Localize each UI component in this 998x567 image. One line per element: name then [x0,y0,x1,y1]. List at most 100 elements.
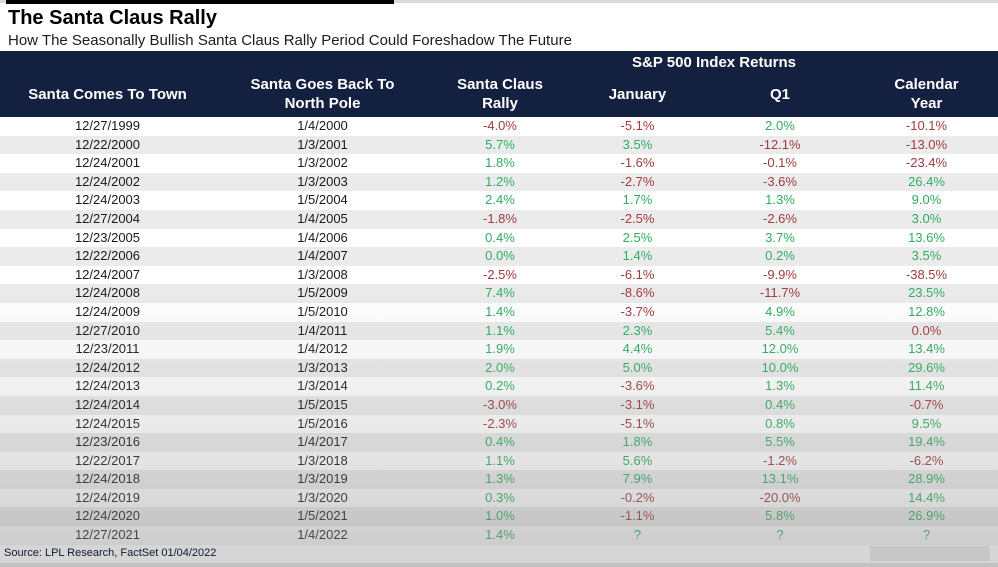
table-cell: 12/22/2006 [74,248,141,264]
column-header-santa-claus-rally: Santa Claus Rally [457,76,543,112]
table-cell: 28.9% [908,471,945,487]
table-cell: 9.0% [911,192,942,208]
table-cell: 1/4/2007 [297,248,348,264]
table-cell: -2.5% [483,266,517,282]
table-cell: 26.4% [908,173,945,189]
table-cell: 1/4/2005 [297,210,348,226]
table-cell: 0.2% [485,378,515,394]
group-header: S&P 500 Index Returns [632,54,796,71]
column-header-q1: Q1 [769,85,790,103]
table-cell: 4.4% [622,341,653,357]
table-cell: 3.7% [765,229,795,245]
table-cell: 12/24/2003 [74,192,141,208]
table-header: S&P 500 Index Returns Santa Comes To Tow… [0,51,998,117]
table-cell: 12/24/2002 [74,173,141,189]
table-cell: 12/23/2005 [74,229,141,245]
table-cell: 12/22/2017 [74,452,141,468]
table-cell: 1.4% [622,248,653,264]
table-cell: ? [922,527,931,543]
source-note: Source: LPL Research, FactSet 01/04/2022 [4,547,217,559]
table-row: 12/27/2021 1/4/2022 1.4%??? [0,526,998,545]
table-cell: -5.1% [620,415,655,431]
table-row: 12/22/2017 1/3/2018 1.1% 5.6% -1.2% -6.2% [0,451,998,471]
table-cell: 9.5% [911,415,942,431]
table-cell: -10.1% [905,118,948,133]
table-cell: 1/3/2008 [297,266,348,282]
table-cell: 1.1% [485,452,515,468]
table-cell: -2.3% [483,415,517,431]
table-row: 12/24/2002 1/3/2003 1.2% -2.7% -3.6% 26.4% [0,172,998,192]
table-cell: 1/5/2015 [297,396,348,412]
table-cell: 13.4% [908,341,945,357]
table-row: 12/23/2016 1/4/2017 0.4% 1.8% 5.5% 19.4% [0,433,998,452]
table-cell: 0.8% [765,415,795,431]
table-cell: -3.6% [620,378,655,394]
table-cell: -11.7% [759,285,801,301]
table-cell: 1.9% [485,341,515,357]
column-header-row: Santa Comes To Town Santa Goes Back To N… [0,73,998,117]
column-header-january: January [608,85,667,103]
table-cell: 0.0% [485,248,515,264]
table-cell: 13.1% [761,471,799,487]
table-cell: 12.8% [908,303,945,319]
table-cell: -3.1% [620,396,655,412]
table-cell: 3.5% [911,248,942,264]
table-row: 12/23/2005 1/4/2006 0.4% 2.5% 3.7% 13.6% [0,228,998,248]
table-cell: 10.0% [761,359,799,375]
table-body: 12/27/1999 1/4/2000 -4.0% -5.1% 2.0% -10.1% 12… [0,117,998,545]
table-cell: 1.3% [485,471,515,487]
table-cell: -1.6% [620,155,655,171]
table-cell: 12.0% [761,341,799,357]
table-cell: -3.0% [483,396,517,412]
table-cell: 1/4/2011 [297,322,348,338]
table-cell: -1.8% [483,210,517,226]
table-row: 12/23/2011 1/4/2012 1.9% 4.4% 12.0% 13.4% [0,340,998,359]
table-cell: 1/4/2006 [297,229,348,245]
table-cell: 1/3/2014 [297,378,348,394]
scrollbar-thumb[interactable] [870,546,990,561]
table-cell: 5.6% [622,452,653,468]
table-row: 12/22/2006 1/4/2007 0.0% 1.4% 0.2% 3.5% [0,247,998,266]
table-cell: 5.8% [765,508,795,524]
table-cell: 1/3/2019 [297,471,348,487]
table-cell: 12/24/2007 [74,266,141,282]
table-cell: 12/23/2011 [75,341,140,357]
column-header-santa-goes-back-to-north-pole: Santa Goes Back To North Pole [250,76,395,112]
table-row: 12/24/2007 1/3/2008 -2.5% -6.1% -9.9% -38.5% [0,265,998,285]
table-cell: 23.5% [908,285,945,301]
table-cell: 0.3% [485,489,515,505]
table-cell: -0.2% [620,489,655,505]
table-cell: 12/24/2013 [74,378,141,394]
table-cell: 1.3% [765,192,795,208]
table-cell: 1.4% [485,527,515,543]
table-cell: 1/4/2012 [297,341,348,357]
table-row: 12/24/2003 1/5/2004 2.4% 1.7% 1.3% 9.0% [0,191,998,210]
table-cell: 12/27/2021 [74,527,141,543]
table-cell: 3.5% [622,136,653,152]
table-cell: 4.9% [765,303,795,319]
table-cell: -4.0% [483,118,517,133]
table-cell: 2.0% [485,359,515,375]
table-cell: -0.7% [909,396,944,412]
table-row: 12/24/2009 1/5/2010 1.4% -3.7% 4.9% 12.8% [0,302,998,322]
table-cell: -6.1% [620,266,655,282]
table-cell: 1/3/2002 [297,155,348,171]
scrollbar-track [0,563,998,567]
table-cell: 1/5/2016 [297,415,348,431]
table-cell: 26.9% [908,508,945,524]
table-cell: 5.7% [485,136,515,152]
table-cell: -20.0% [759,489,801,505]
table-row: 12/24/2019 1/3/2020 0.3% -0.2% -20.0% 14.4% [0,488,998,508]
table-cell: -9.9% [763,266,797,282]
table-row: 12/24/2001 1/3/2002 1.8% -1.6% -0.1% -23.4% [0,154,998,173]
table-row: 12/24/2018 1/3/2019 1.3% 7.9% 13.1% 28.9% [0,470,998,489]
top-grey-line [0,0,998,3]
table-row: 12/27/1999 1/4/2000 -4.0% -5.1% 2.0% -10.1% [0,117,998,136]
table-cell: 5.0% [622,359,653,375]
group-header-row: S&P 500 Index Returns [0,51,998,73]
table-cell: -1.2% [763,452,797,468]
table-cell: 14.4% [908,489,945,505]
table-cell: -13.0% [905,136,948,152]
table-cell: 1/3/2003 [297,173,348,189]
